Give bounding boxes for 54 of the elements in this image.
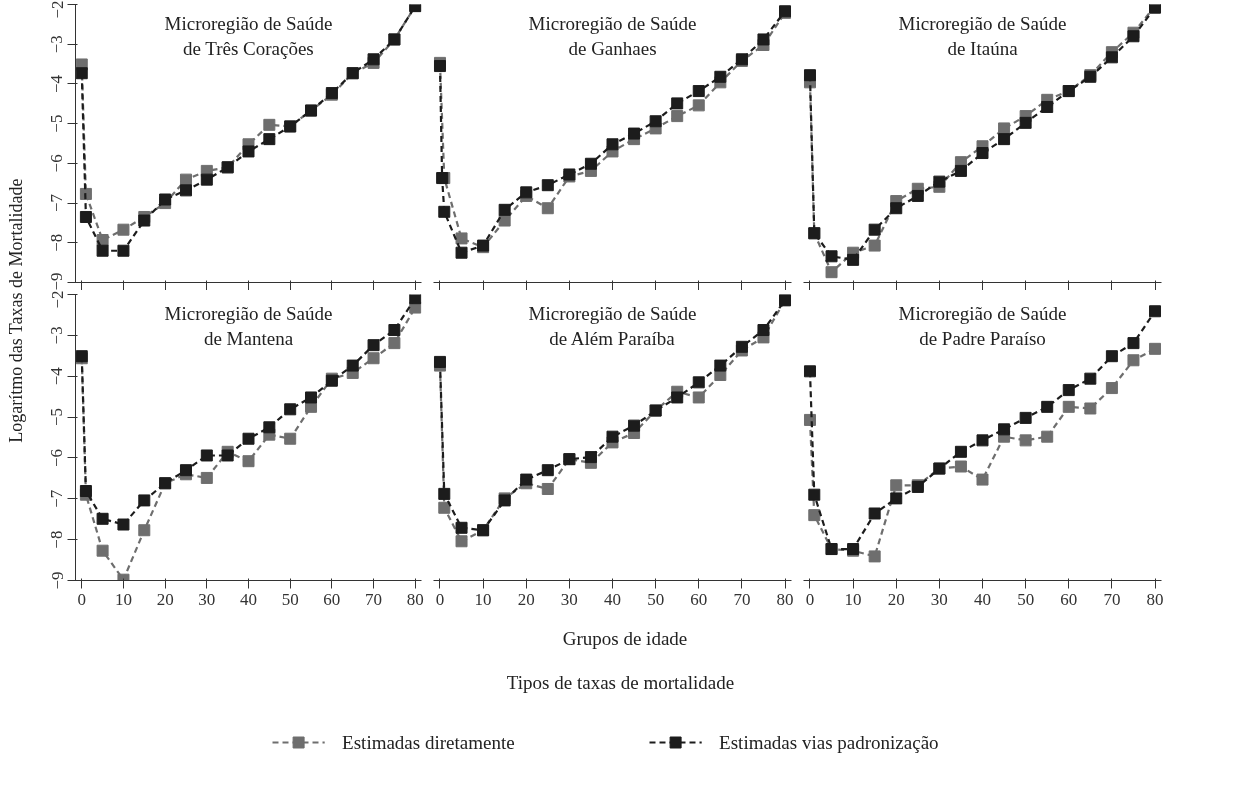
text: Microregião de Saúde de Mantena — [164, 302, 333, 349]
y-tick-label: −9 — [47, 272, 67, 291]
x-tick-label: 30 — [930, 589, 948, 609]
y-tick-label: −4 — [47, 366, 67, 386]
y-axis-title: Logarítmo das Taxas de Mortalidade — [5, 178, 26, 443]
text: Microregião de Saúde de Padre Paraíso — [898, 302, 1067, 349]
x-tick-label: 30 — [560, 589, 578, 609]
x-tick-label: 10 — [114, 589, 132, 609]
legend-label: Estimadas diretamente — [342, 732, 515, 753]
text: Microregião de Saúde de Itaúna — [898, 12, 1067, 59]
x-tick-label: 70 — [365, 589, 383, 609]
x-tick-label: 80 — [1146, 589, 1164, 609]
x-tick-label: 0 — [77, 589, 86, 609]
legend-title: Tipos de taxas de mortalidade — [506, 671, 735, 693]
y-tick-label: −9 — [47, 571, 67, 590]
x-tick-label: 20 — [887, 589, 905, 609]
y-tick-label: −7 — [47, 489, 67, 508]
x-tick-label: 60 — [690, 589, 708, 609]
y-tick-label: −5 — [47, 408, 67, 427]
x-tick-label: 80 — [406, 589, 424, 609]
x-tick-label: 20 — [156, 589, 174, 609]
x-tick-label: 80 — [776, 589, 794, 609]
x-tick-label: 50 — [281, 589, 299, 609]
x-tick-label: 60 — [1060, 589, 1078, 609]
x-tick-label: 0 — [805, 589, 815, 609]
x-tick-label: 50 — [647, 589, 665, 609]
x-tick-label: 10 — [474, 589, 492, 609]
y-tick-label: −8 — [47, 530, 67, 549]
y-tick-label: −3 — [47, 35, 67, 54]
x-tick-label: 10 — [844, 589, 862, 609]
text: Microregião de Saúde de Além Paraíba — [528, 302, 697, 349]
x-axis-title: Grupos de idade — [562, 627, 688, 651]
y-tick-label: −8 — [47, 233, 67, 252]
legend-label: Estimadas vias padronização — [719, 732, 939, 753]
x-tick-label: 40 — [974, 589, 991, 609]
y-tick-label: −6 — [47, 448, 67, 467]
y-tick-label: −2 — [47, 290, 67, 309]
x-tick-label: 20 — [517, 589, 535, 609]
y-tick-label: −6 — [47, 154, 67, 173]
x-tick-label: 70 — [733, 589, 751, 609]
x-tick-label: 70 — [1103, 589, 1121, 609]
y-tick-label: −4 — [47, 74, 67, 93]
y-tick-label: −5 — [47, 114, 67, 133]
y-tick-label: −7 — [47, 193, 67, 213]
x-tick-label: 40 — [604, 589, 621, 609]
x-tick-label: 0 — [435, 589, 445, 609]
x-tick-label: 60 — [323, 589, 341, 609]
y-tick-label: −2 — [47, 0, 67, 19]
y-tick-label: −3 — [47, 326, 67, 345]
text: Microregião de Saúde de Três Corações — [164, 12, 333, 59]
x-tick-label: 40 — [240, 589, 257, 609]
x-tick-label: 50 — [1017, 589, 1035, 609]
text: Microregião de Saúde de Ganhaes — [528, 12, 697, 59]
x-tick-label: 30 — [198, 589, 216, 609]
